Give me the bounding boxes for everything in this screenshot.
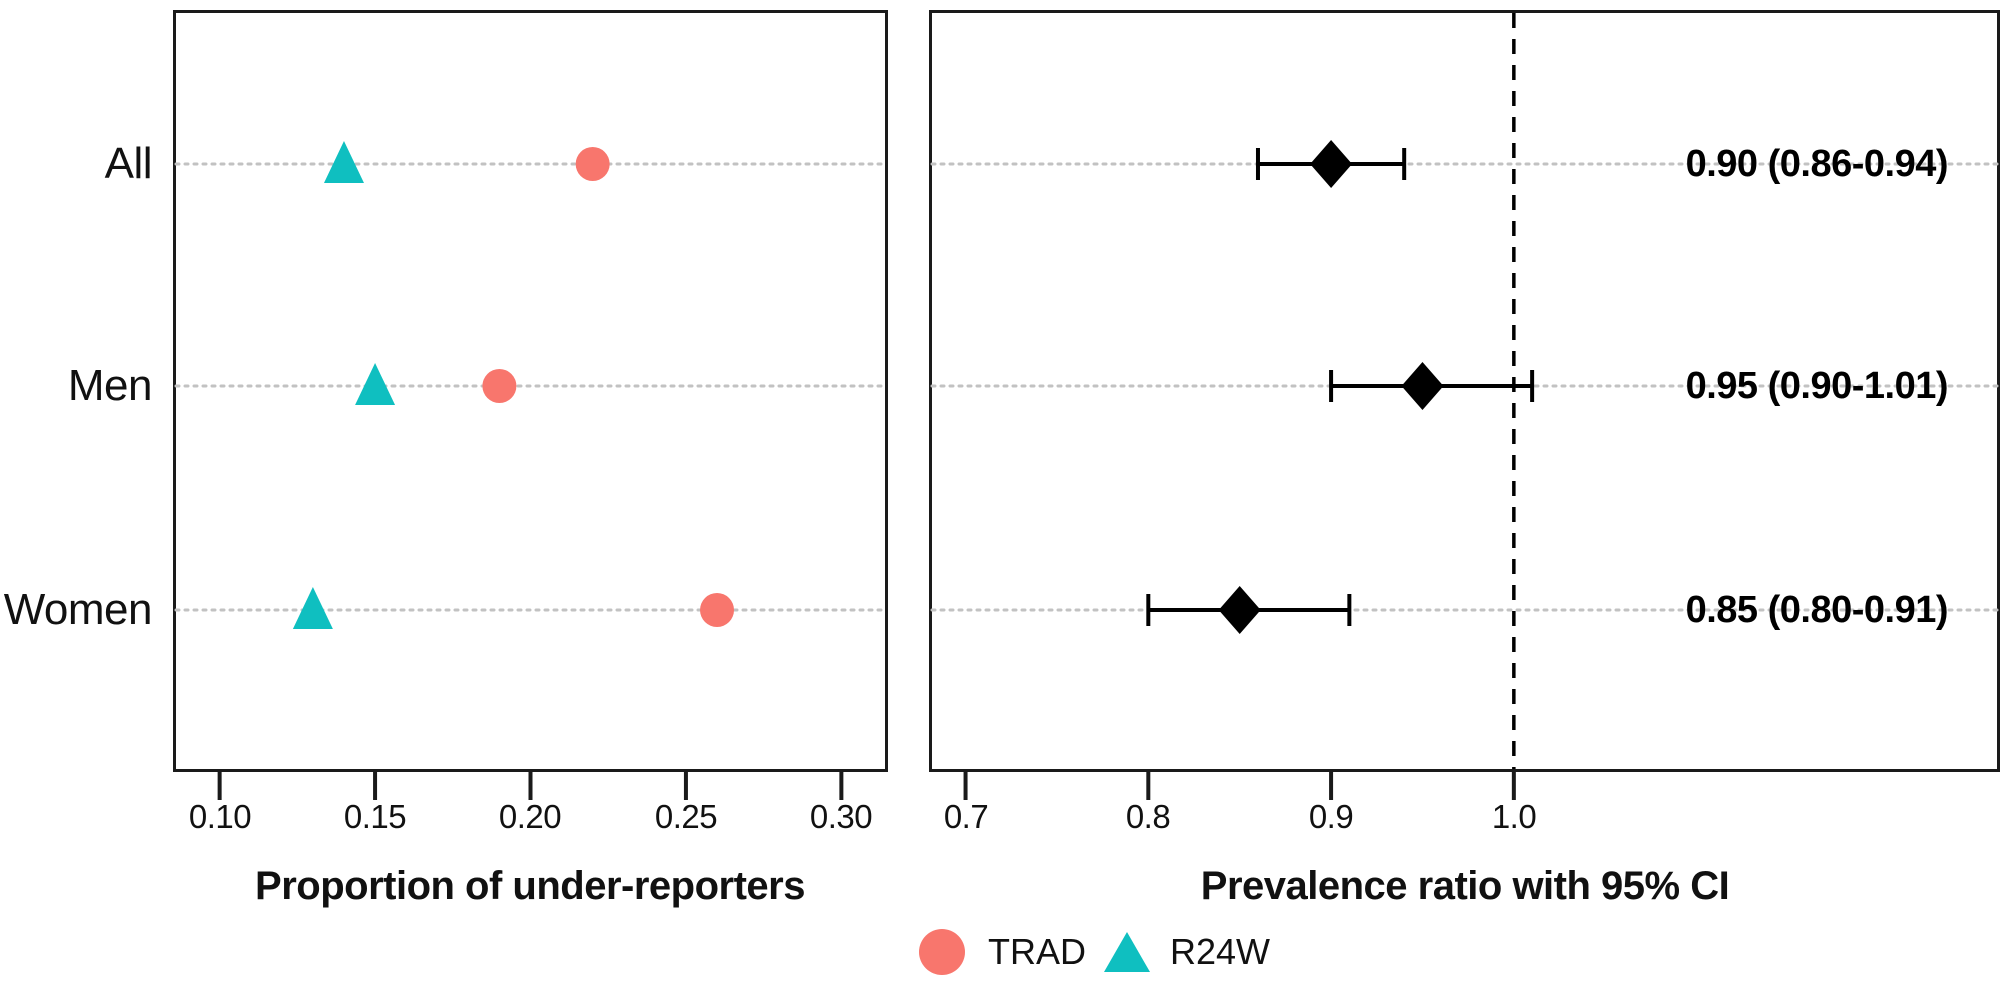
r24w-marker-women	[292, 587, 333, 629]
x-tick-label-right-2: 0.9	[1308, 798, 1354, 835]
x-tick-label-right-0: 0.7	[943, 798, 989, 835]
x-tick-label-left-3: 0.25	[654, 798, 718, 835]
x-tick-label-left-0: 0.10	[188, 798, 252, 835]
right-panel-box	[929, 10, 2000, 772]
x-tick-label-left-1: 0.15	[343, 798, 407, 835]
r24w-marker-all	[323, 141, 364, 183]
r24w-marker-men	[355, 363, 396, 405]
trad-marker-all	[575, 147, 610, 181]
pr-diamond-men	[1401, 362, 1444, 410]
x-tick-label-left-2: 0.20	[498, 798, 562, 835]
legend-trad-circle-icon	[919, 929, 965, 975]
ci-label-men: 0.95 (0.90-1.01)	[1685, 365, 1949, 407]
legend-r24w-triangle-icon	[1104, 932, 1150, 972]
pr-diamond-all	[1310, 140, 1353, 188]
x-tick-label-left-4: 0.30	[809, 798, 873, 835]
pr-diamond-women	[1218, 586, 1261, 634]
ci-label-women: 0.85 (0.80-0.91)	[1685, 589, 1949, 631]
x-tick-label-right-3: 1.0	[1491, 798, 1537, 835]
ci-label-all: 0.90 (0.86-0.94)	[1685, 143, 1949, 185]
left-panel-box	[173, 10, 888, 772]
right-axis-title: Prevalence ratio with 95% CI	[1200, 864, 1730, 908]
trad-marker-women	[700, 593, 735, 627]
legend-r24w-label: R24W	[1170, 931, 1271, 972]
legend-trad-label: TRAD	[988, 931, 1086, 972]
row-label-all: All	[104, 139, 153, 188]
row-label-men: Men	[67, 361, 153, 410]
x-tick-label-right-1: 0.8	[1125, 798, 1171, 835]
left-axis-title: Proportion of under-reporters	[255, 864, 805, 908]
trad-marker-men	[482, 369, 517, 403]
row-label-women: Women	[3, 585, 153, 634]
